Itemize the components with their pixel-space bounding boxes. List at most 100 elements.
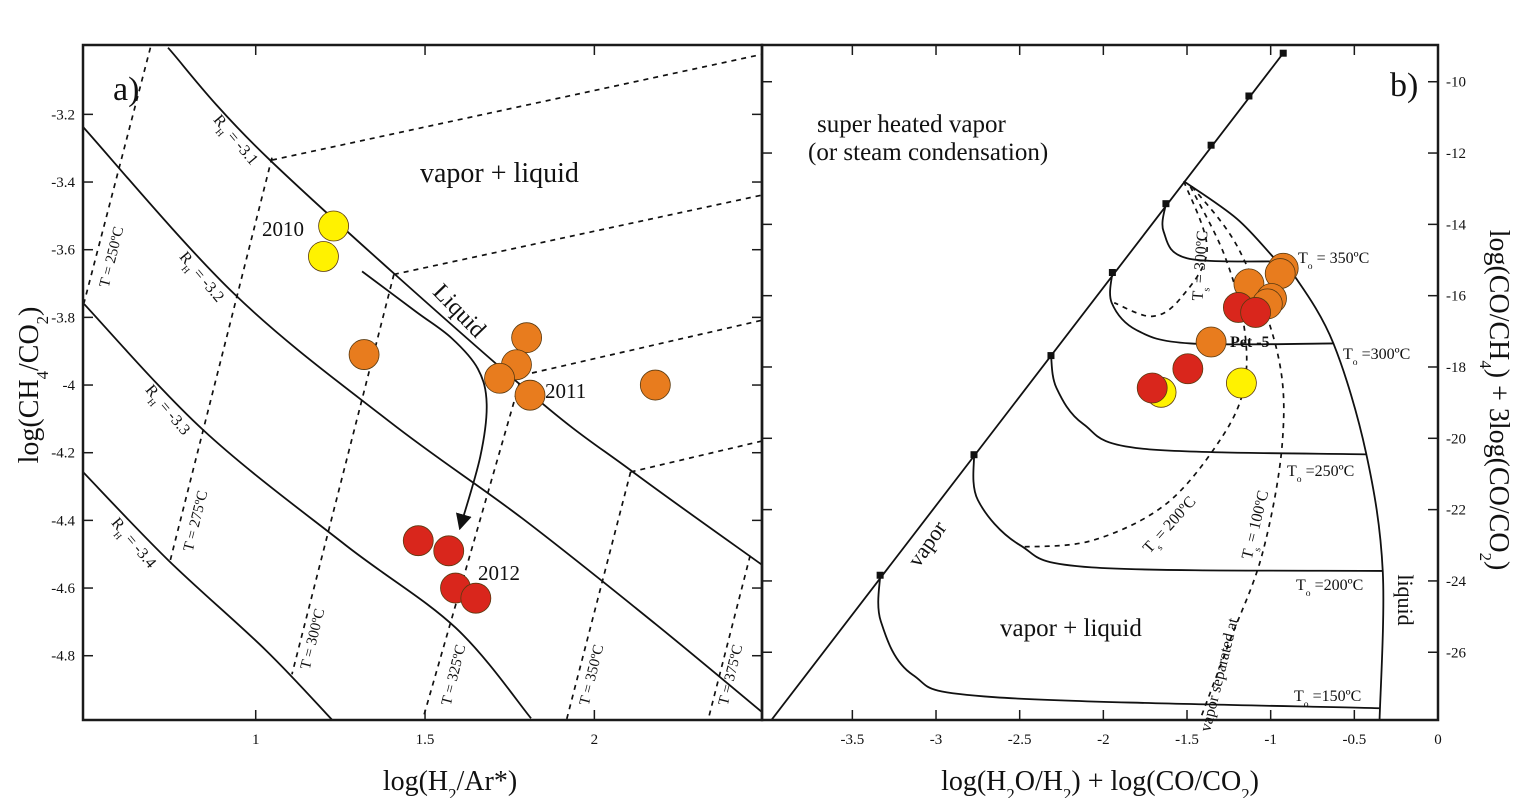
- text-part: =250ºC: [1302, 463, 1355, 480]
- y-tick-label: -4.2: [51, 446, 75, 462]
- t-325-label: T = 325ºC: [439, 643, 470, 707]
- to-250-label: To =250ºC: [1287, 463, 1354, 485]
- text-part: ) + 3log(CO/CO: [1483, 369, 1514, 553]
- panel-a-y-axis-label: log(CH4/CO2): [14, 307, 52, 464]
- vapor-separated-label: vapor separated at: [1197, 616, 1242, 734]
- curve-vl-3: [522, 319, 762, 377]
- subscript: o: [1353, 357, 1358, 368]
- panel-a-ticks: 1 1.5 2 -3.2 -3.4 -3.6 -3.8 -4 -4.2 -4.4 -4.6 -4.8: [51, 45, 762, 748]
- vapor-line-marker: [1279, 49, 1287, 57]
- data-point-2010: [308, 241, 339, 272]
- data-point-2012: [402, 525, 434, 557]
- data-point-series-0: [1195, 326, 1227, 358]
- ts-200-label: Ts = 200ºC: [1140, 493, 1203, 560]
- curve-t-275: [169, 157, 273, 561]
- y-tick-label: -18: [1446, 360, 1466, 376]
- panel-b-ticks: -3.5 -3 -2.5 -2 -1.5 -1 -0.5 0 -10 -12 -14 -16 -18 -2…: [762, 45, 1466, 748]
- text-part: =150ºC: [1309, 688, 1362, 705]
- data-point-2011: [484, 362, 515, 394]
- curve-vl-4: [630, 440, 762, 473]
- subscript: s: [1251, 546, 1263, 553]
- text-part: = -3.2: [187, 262, 227, 305]
- data-point-series-2: [1172, 353, 1204, 385]
- curve-vapor-boundary: [770, 52, 1284, 720]
- curve-to-300: [1109, 272, 1334, 346]
- curve-to-200: [972, 454, 1383, 572]
- y-tick-label: -24: [1446, 574, 1466, 590]
- y-tick-label: -3.2: [51, 107, 75, 123]
- curve-ts-300: [1113, 180, 1208, 318]
- y-tick-label: -16: [1446, 289, 1466, 305]
- vapor-line-marker: [1047, 352, 1055, 360]
- to-300-label: To =300ºC: [1343, 346, 1410, 368]
- data-point-series-1: [1225, 367, 1257, 399]
- subscript: o: [1308, 261, 1313, 272]
- text-part: /Ar*): [457, 766, 518, 797]
- text-part: = -3.3: [153, 395, 193, 438]
- vapor-line-marker: [876, 571, 884, 579]
- subscript: 2: [1241, 785, 1249, 798]
- curve-ts-200: [1019, 186, 1248, 548]
- vapor-line-marker: [970, 451, 978, 459]
- panel-a: 1 1.5 2-3.2-3.4-3.6-3.8-4-4.2-4.4-4.6-4.8 …: [14, 43, 764, 798]
- vapor-region-label: vapor: [902, 515, 952, 571]
- subscript: 4: [33, 370, 52, 379]
- y-tick-label: -22: [1446, 503, 1466, 519]
- curve-rh-3.3: [83, 302, 532, 719]
- text-part: T: [1298, 250, 1308, 267]
- curve-ts-100: [1191, 186, 1285, 720]
- x-tick-label: -1: [1264, 732, 1277, 748]
- vapor-line-marker: [1162, 200, 1170, 208]
- to-200-label: To =200ºC: [1296, 577, 1363, 599]
- year-2011-label: 2011: [545, 379, 586, 403]
- panel-b-y-axis-label: log(CO/CH4) + 3log(CO/CO2): [1477, 230, 1515, 571]
- subscript: 2: [1477, 553, 1496, 561]
- text-part: ): [14, 307, 45, 316]
- text-part: T: [1294, 688, 1304, 705]
- text-part: T: [1190, 290, 1208, 301]
- curve-t-325: [421, 372, 524, 720]
- y-tick-label: -3.8: [51, 310, 75, 326]
- panel-a-curves: [83, 47, 762, 720]
- panel-b-x-axis-label: log(H2O/H2) + log(CO/CO2): [941, 766, 1259, 798]
- text-part: = 350ºC: [1313, 250, 1370, 267]
- text-part: = -3.4: [119, 528, 159, 571]
- to-150-label: To =150ºC: [1294, 688, 1361, 710]
- text-part: T: [1296, 577, 1306, 594]
- x-tick-label: -3.5: [840, 732, 864, 748]
- curve-to-150: [877, 575, 1380, 710]
- subscript: 4: [1477, 360, 1496, 369]
- x-tick-label: -2: [1097, 732, 1110, 748]
- y-tick-label: -26: [1446, 645, 1466, 661]
- panel-b: -3.5 -3 -2.5 -2 -1.5 -1 -0.5 0 -10 -12 -14 -16 -18 -2…: [760, 43, 1515, 798]
- liquid-region-label: liquid: [1393, 574, 1418, 625]
- data-point-2011: [514, 379, 546, 411]
- subscript: 2: [1063, 785, 1071, 798]
- curve-vl-2: [393, 194, 762, 276]
- y-tick-label: -4: [63, 378, 76, 394]
- pet-5-label: Pet -5: [1230, 334, 1270, 351]
- x-tick-label: 1: [252, 732, 260, 748]
- superheated-vapor-label: super heated vapor: [817, 111, 1006, 138]
- data-point-2011: [348, 339, 380, 370]
- x-tick-label: -1.5: [1175, 732, 1199, 748]
- subscript: o: [1304, 699, 1309, 710]
- text-part: T: [1343, 346, 1353, 363]
- text-part: log(CO/CH: [1483, 230, 1514, 361]
- vapor-liquid-label: vapor + liquid: [420, 158, 579, 189]
- panel-b-curves: [770, 49, 1385, 720]
- y-tick-label: -14: [1446, 217, 1466, 233]
- subscript: 2: [1006, 785, 1014, 798]
- vapor-line-marker: [1245, 92, 1253, 100]
- curve-t-250: [83, 47, 152, 304]
- text-part: log(H: [383, 766, 448, 797]
- text-part: /CO: [14, 324, 45, 371]
- panel-a-x-axis-label: log(H2/Ar*): [383, 766, 517, 798]
- curve-t-300: [291, 274, 395, 675]
- text-part: ): [1483, 561, 1514, 570]
- curve-trend-arrow: [361, 270, 488, 531]
- subscript: s: [1201, 287, 1212, 292]
- text-part: = 300ºC: [1191, 230, 1212, 288]
- curve-to-250: [1050, 355, 1367, 456]
